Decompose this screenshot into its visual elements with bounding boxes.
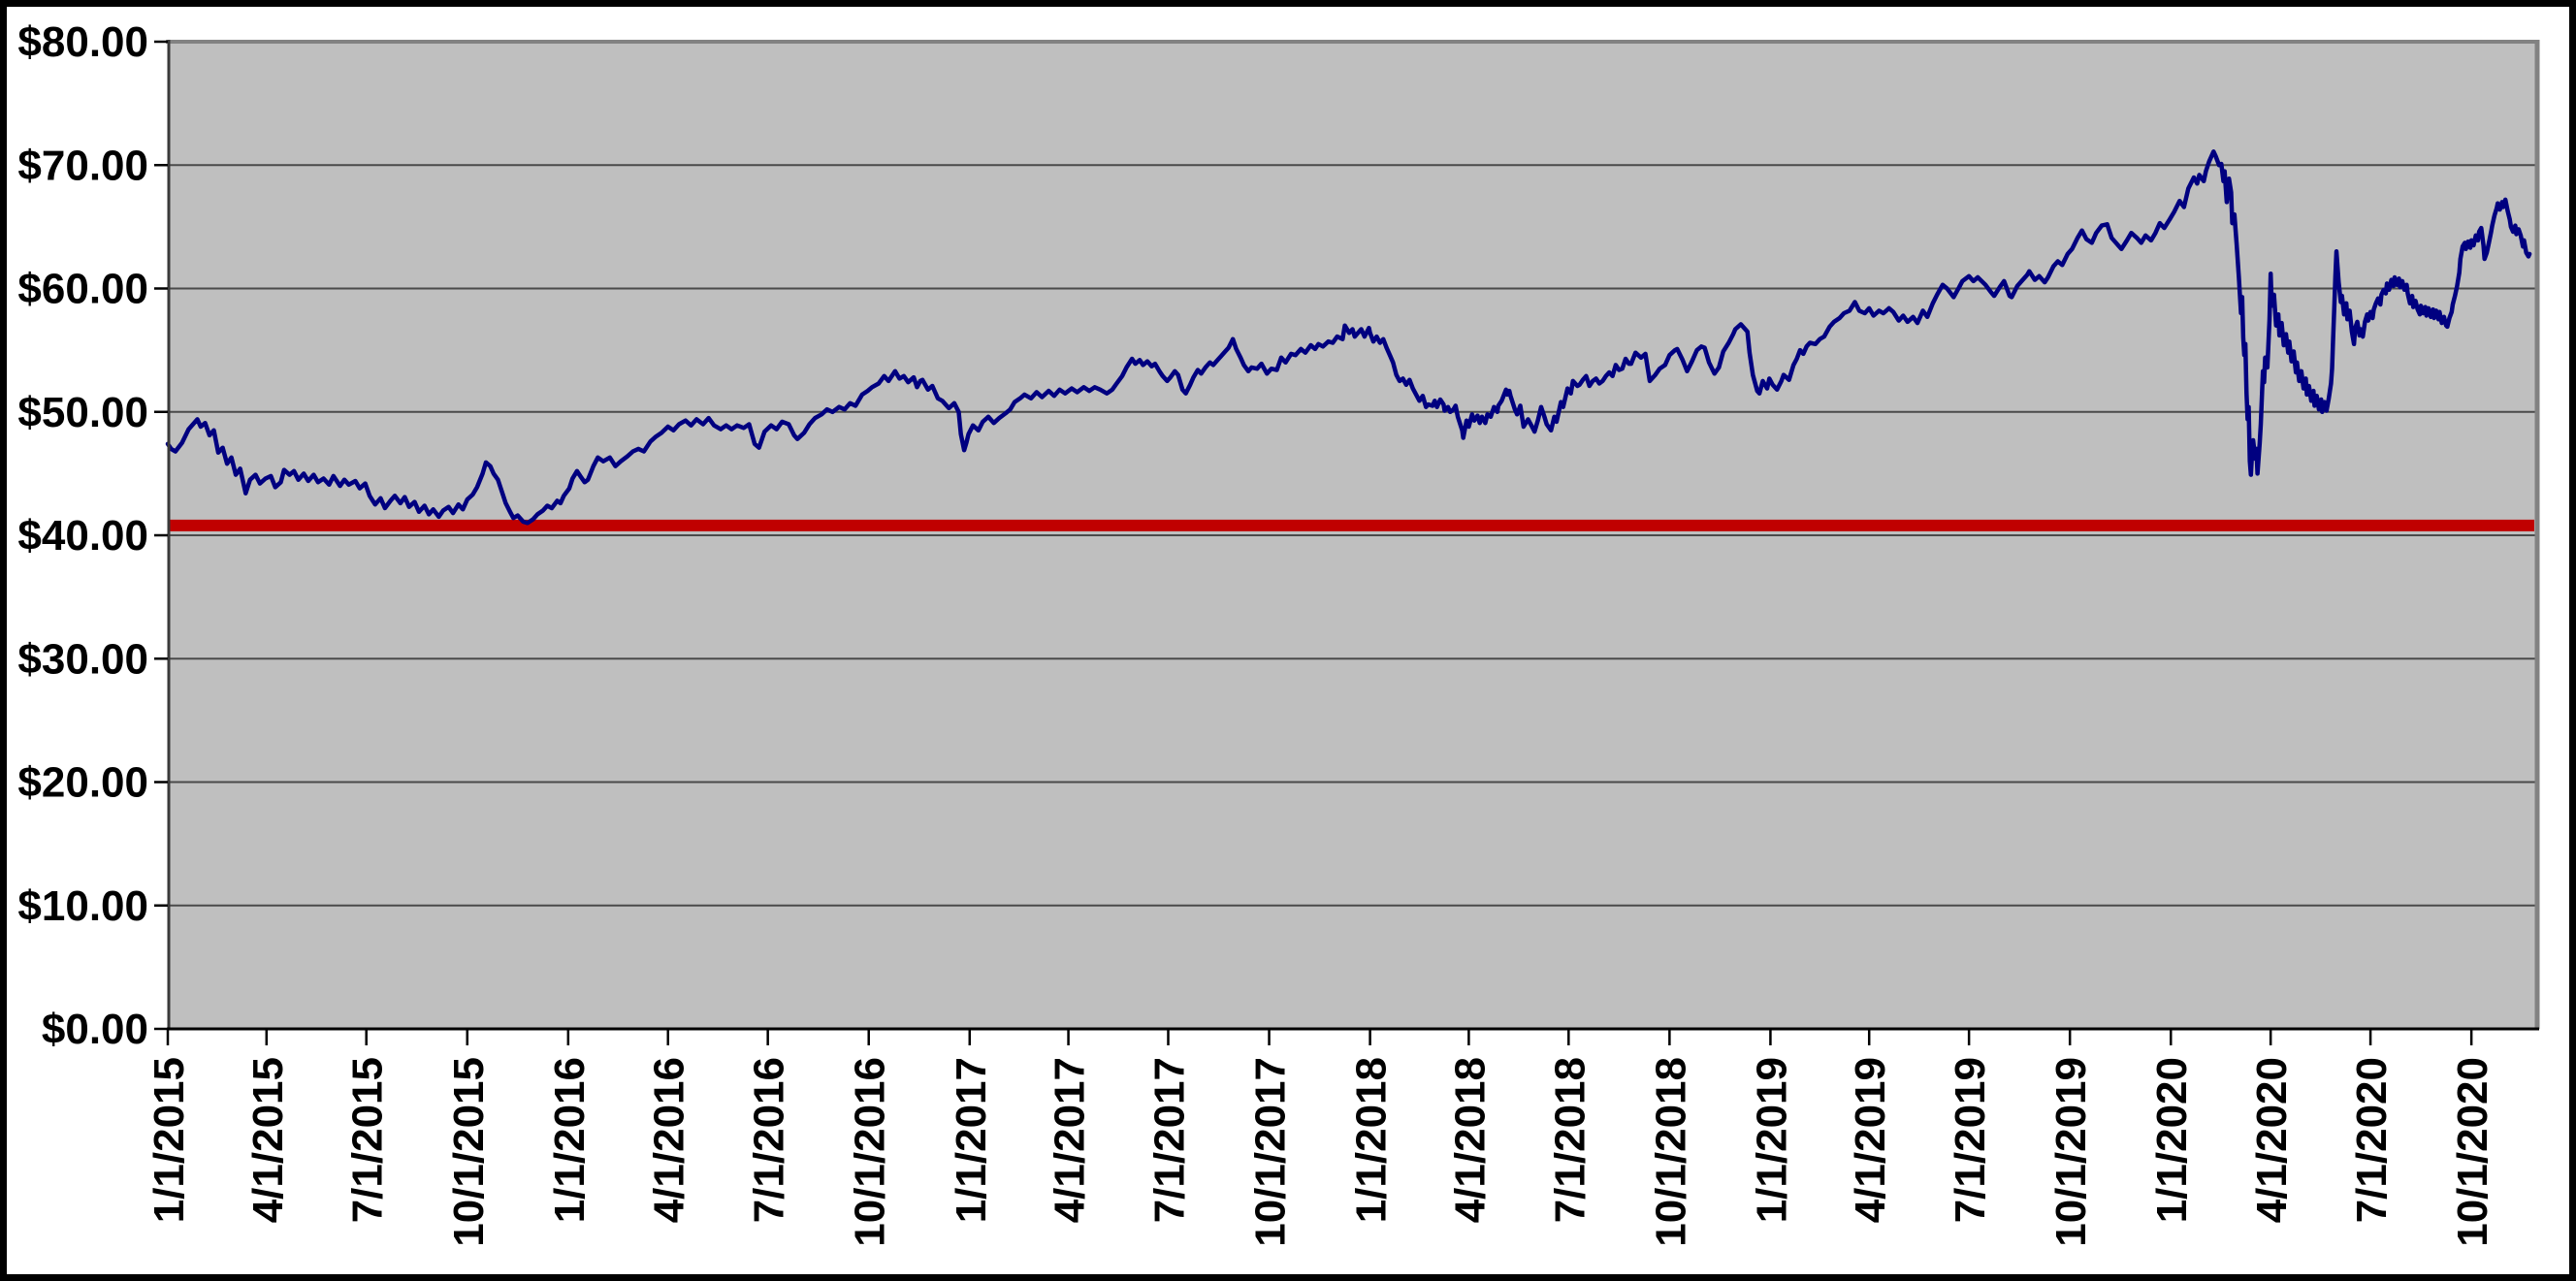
price-line — [165, 149, 2532, 526]
x-axis-label: 7/1/2020 — [2348, 1057, 2396, 1223]
x-axis-label: 4/1/2015 — [244, 1057, 292, 1223]
x-axis-label: 4/1/2020 — [2248, 1057, 2296, 1223]
x-axis-label: 10/1/2016 — [847, 1057, 894, 1247]
x-axis-label: 7/1/2016 — [746, 1057, 793, 1223]
x-axis-label: 10/1/2017 — [1247, 1057, 1295, 1247]
x-axis-label: 4/1/2016 — [646, 1057, 693, 1223]
x-axis-label: 10/1/2018 — [1647, 1057, 1694, 1247]
y-axis-label: $80.00 — [17, 18, 148, 66]
x-axis-label: 1/1/2019 — [1748, 1057, 1795, 1223]
x-axis-label: 4/1/2017 — [1046, 1057, 1094, 1223]
x-axis-label: 7/1/2019 — [1947, 1057, 1994, 1223]
y-axis-label: $10.00 — [17, 882, 148, 930]
x-axis-label: 10/1/2020 — [2449, 1057, 2496, 1247]
y-axis-label: $50.00 — [17, 389, 148, 436]
y-axis-label: $60.00 — [17, 266, 148, 313]
x-axis-label: 7/1/2017 — [1145, 1057, 1193, 1223]
x-axis-label: 4/1/2019 — [1847, 1057, 1894, 1223]
y-axis-label: $40.00 — [17, 512, 148, 560]
x-axis-label: 1/1/2016 — [546, 1057, 594, 1223]
y-axis-label: $70.00 — [17, 142, 148, 189]
x-axis-label: 1/1/2018 — [1348, 1057, 1396, 1223]
y-axis-label: $20.00 — [17, 759, 148, 807]
y-axis-label: $30.00 — [17, 635, 148, 683]
x-axis-label: 10/1/2019 — [2047, 1057, 2095, 1247]
x-axis-label: 4/1/2018 — [1446, 1057, 1494, 1223]
y-axis-label: $0.00 — [42, 1006, 148, 1053]
x-axis-label: 7/1/2018 — [1546, 1057, 1594, 1223]
x-axis-label: 7/1/2015 — [344, 1057, 392, 1223]
x-axis-label: 1/1/2015 — [145, 1057, 193, 1223]
x-axis-label: 1/1/2020 — [2148, 1057, 2196, 1223]
x-axis-label: 1/1/2017 — [948, 1057, 995, 1223]
x-axis-label: 10/1/2015 — [445, 1057, 493, 1247]
